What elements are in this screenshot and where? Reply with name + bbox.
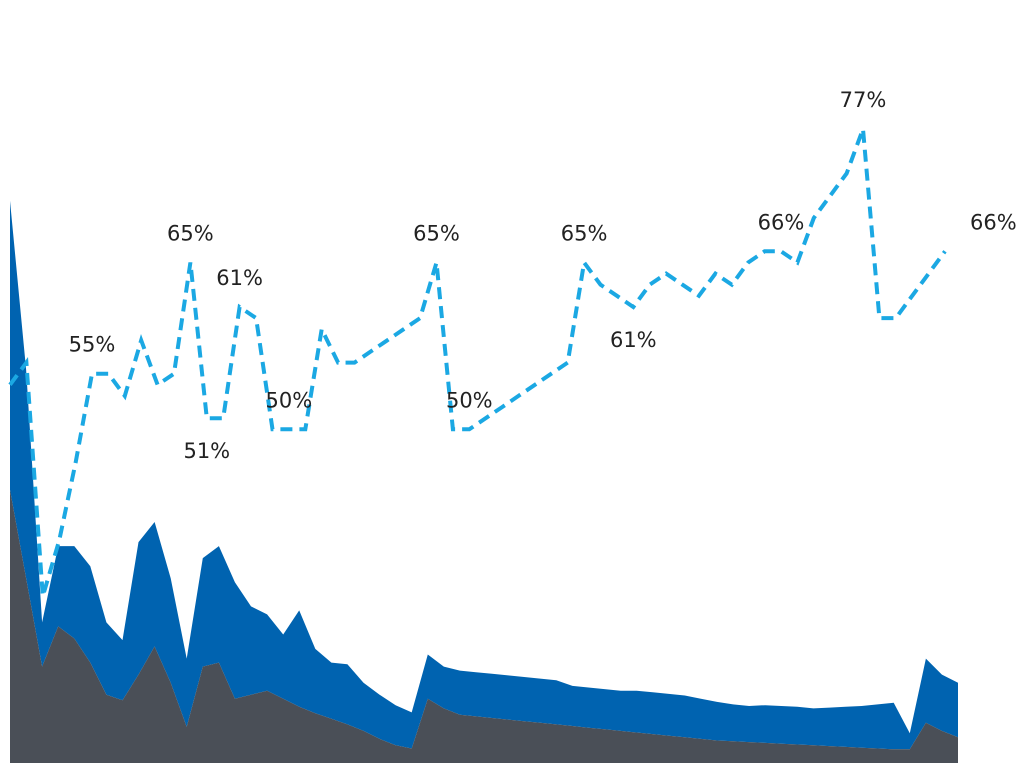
data-label-5: 65% — [413, 222, 460, 246]
line-layer — [8, 128, 947, 597]
data-label-1: 65% — [167, 222, 214, 246]
areas-layer — [10, 200, 958, 763]
dashed-line-series-0 — [8, 128, 947, 597]
data-label-9: 66% — [758, 210, 805, 234]
data-label-10: 77% — [840, 88, 887, 112]
data-label-4: 50% — [266, 388, 313, 412]
area-series-0 — [10, 489, 958, 763]
data-label-0: 55% — [69, 333, 116, 357]
data-label-2: 51% — [183, 439, 230, 463]
data-label-8: 61% — [610, 328, 657, 352]
data-labels-layer: 55%65%51%61%50%65%50%65%61%66%77%66% — [69, 88, 1017, 463]
data-label-11: 66% — [970, 210, 1017, 234]
area-series-1 — [10, 200, 958, 750]
data-label-7: 65% — [561, 222, 608, 246]
data-label-6: 50% — [446, 388, 493, 412]
data-label-3: 61% — [216, 266, 263, 290]
